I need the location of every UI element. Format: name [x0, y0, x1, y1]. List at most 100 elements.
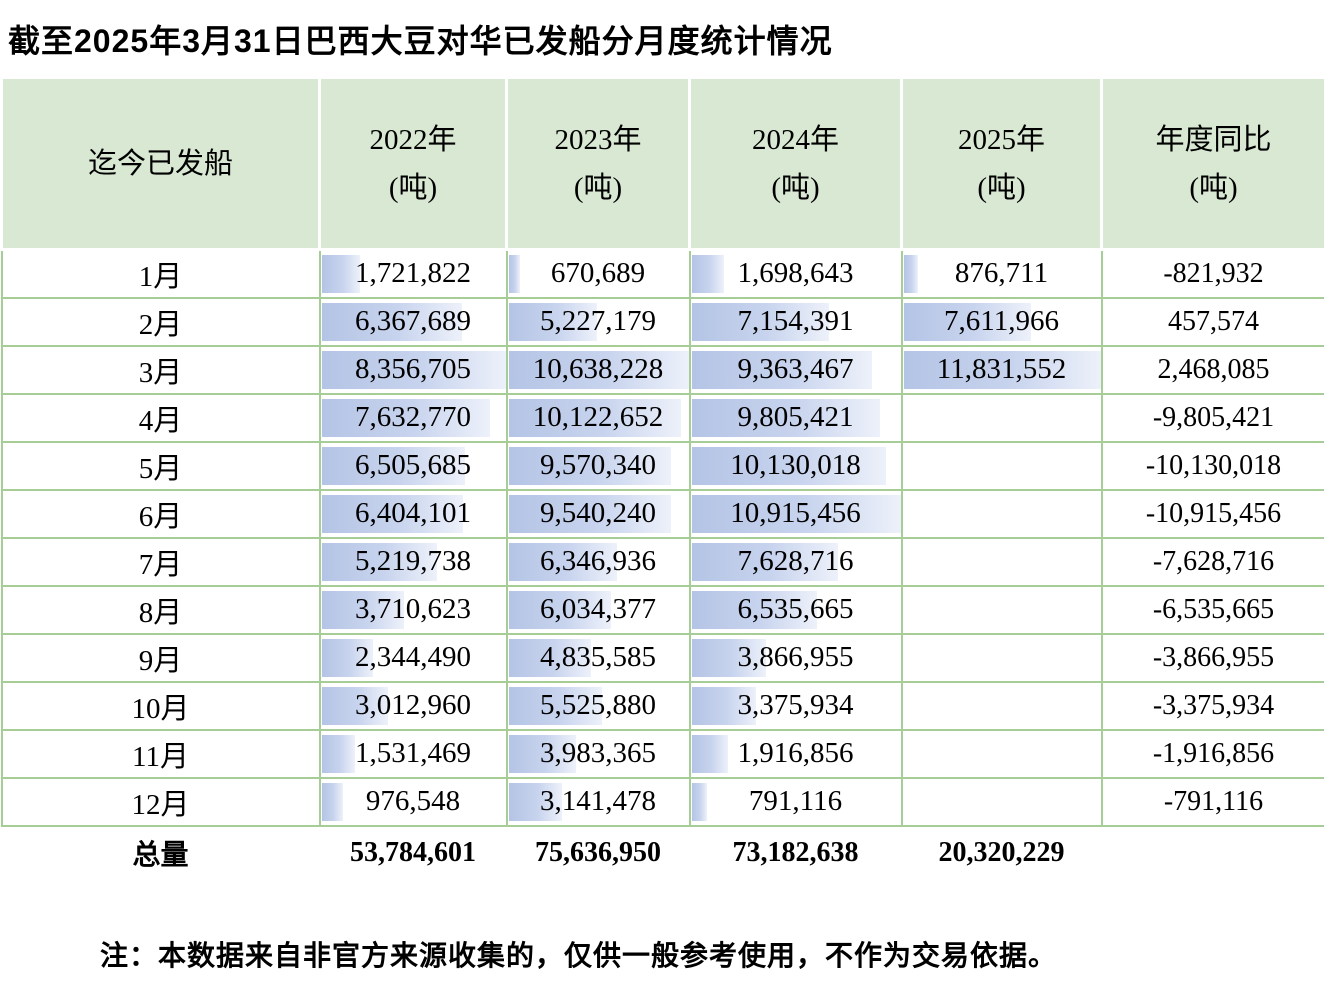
- value-cell: [900, 680, 1103, 731]
- data-bar: [691, 446, 887, 485]
- yoy-cell: -7,628,716: [1100, 536, 1324, 587]
- footnote: 注：本数据来自非官方来源收集的，仅供一般参考使用，不作为交易依据。: [100, 939, 1058, 971]
- total-value-cell: 53,784,601: [319, 825, 507, 880]
- yoy-cell: -6,535,665: [1100, 584, 1324, 635]
- data-bar: [903, 255, 919, 293]
- data-bar: [691, 734, 729, 773]
- yoy-cell: 457,574: [1100, 296, 1324, 347]
- value-cell: 2,344,490: [318, 632, 508, 683]
- table-row: 5月 6,505,685 9,570,340 10,130,018 -10,130,01…: [0, 440, 1324, 491]
- month-cell: 5月: [0, 440, 321, 491]
- data-bar: [321, 590, 404, 629]
- data-bar: [691, 542, 839, 581]
- value-cell: 9,570,340: [505, 440, 691, 491]
- header-col-1: 2022年 (吨): [318, 76, 508, 251]
- value-cell: 6,367,689: [318, 296, 508, 347]
- header-col-2: 2023年 (吨): [505, 76, 691, 251]
- value-cell: 5,227,179: [505, 296, 691, 347]
- table-row: 9月 2,344,490 4,835,585 3,866,955 -3,866,955: [0, 632, 1324, 683]
- value-cell: 9,540,240: [505, 488, 691, 539]
- value-cell: 1,916,856: [688, 728, 903, 779]
- data-bar: [691, 686, 757, 725]
- data-bar: [691, 590, 818, 629]
- value-cell: [900, 728, 1103, 779]
- value-cell: [900, 488, 1103, 539]
- value-cell: 10,130,018: [688, 440, 903, 491]
- data-bar: [903, 302, 1031, 341]
- month-cell: 7月: [0, 536, 321, 587]
- value-cell: 3,710,623: [318, 584, 508, 635]
- header-col-4: 2025年 (吨): [900, 76, 1103, 251]
- value-cell: 6,034,377: [505, 584, 691, 635]
- value-cell: [900, 392, 1103, 443]
- value-cell: [900, 632, 1103, 683]
- value-cell: 670,689: [505, 248, 691, 299]
- data-bar: [508, 782, 562, 821]
- table-row: 10月 3,012,960 5,525,880 3,375,934 -3,375,934: [0, 680, 1324, 731]
- value-cell: 3,983,365: [505, 728, 691, 779]
- data-bar: [508, 494, 671, 533]
- table-row: 3月 8,356,705 10,638,228 9,363,467 11,831,552…: [0, 344, 1324, 395]
- data-bar: [321, 638, 374, 677]
- data-bar: [691, 398, 881, 437]
- data-bar: [691, 350, 872, 389]
- value-cell: 876,711: [900, 248, 1103, 299]
- data-bar: [321, 302, 463, 341]
- data-bar: [321, 398, 491, 437]
- table-row: 12月 976,548 3,141,478 791,116 -791,116: [0, 776, 1324, 827]
- data-bar: [508, 638, 591, 677]
- data-bar: [508, 398, 681, 437]
- month-cell: 4月: [0, 392, 321, 443]
- header-col-5: 年度同比 (吨): [1100, 76, 1324, 251]
- header-row-label: 迄今已发船: [0, 76, 321, 251]
- header-col-3: 2024年 (吨): [688, 76, 903, 251]
- value-cell: [900, 776, 1103, 827]
- data-bar: [321, 734, 356, 773]
- data-bar: [508, 350, 688, 389]
- value-cell: 6,404,101: [318, 488, 508, 539]
- monthly-shipment-table: 迄今已发船 2022年 (吨) 2023年 (吨) 2024年 (吨) 2025年 (吨) 年度同…: [0, 76, 1324, 880]
- table-row: 7月 5,219,738 6,346,936 7,628,716 -7,628,716: [0, 536, 1324, 587]
- month-cell: 10月: [0, 680, 321, 731]
- yoy-cell: -10,130,018: [1100, 440, 1324, 491]
- month-cell: 2月: [0, 296, 321, 347]
- value-cell: 6,535,665: [688, 584, 903, 635]
- total-value-cell: 20,320,229: [901, 825, 1102, 880]
- yoy-cell: -821,932: [1100, 248, 1324, 299]
- value-cell: 4,835,585: [505, 632, 691, 683]
- page-title: 截至2025年3月31日巴西大豆对华已发船分月度统计情况: [8, 23, 833, 59]
- total-label: 总量: [1, 825, 320, 880]
- data-bar: [691, 638, 766, 677]
- yoy-cell: -9,805,421: [1100, 392, 1324, 443]
- month-cell: 8月: [0, 584, 321, 635]
- table-row: 8月 3,710,623 6,034,377 6,535,665 -6,535,665: [0, 584, 1324, 635]
- value-cell: [900, 440, 1103, 491]
- value-cell: 3,375,934: [688, 680, 903, 731]
- data-bar: [508, 542, 617, 581]
- data-bar: [508, 255, 520, 293]
- data-bar: [903, 350, 1100, 389]
- table-row: 1月 1,721,822 670,689 1,698,643 876,711 -821,9…: [0, 248, 1324, 299]
- value-cell: 5,525,880: [505, 680, 691, 731]
- table-row: 6月 6,404,101 9,540,240 10,915,456 -10,915,45…: [0, 488, 1324, 539]
- value-cell: 1,721,822: [318, 248, 508, 299]
- data-bar: [691, 782, 707, 821]
- month-cell: 3月: [0, 344, 321, 395]
- value-cell: 3,012,960: [318, 680, 508, 731]
- data-bar: [508, 686, 603, 725]
- data-bar: [508, 446, 672, 485]
- yoy-cell: -1,916,856: [1100, 728, 1324, 779]
- data-bar: [691, 494, 900, 533]
- value-cell: 6,346,936: [505, 536, 691, 587]
- total-yoy-cell: [1101, 825, 1324, 880]
- total-row: 总量 53,784,601 75,636,950 73,182,638 20,320,2…: [1, 825, 1324, 880]
- value-cell: 791,116: [688, 776, 903, 827]
- month-cell: 6月: [0, 488, 321, 539]
- data-bar: [321, 542, 438, 581]
- yoy-cell: -3,866,955: [1100, 632, 1324, 683]
- value-cell: 10,638,228: [505, 344, 691, 395]
- value-cell: 9,363,467: [688, 344, 903, 395]
- value-cell: 7,154,391: [688, 296, 903, 347]
- yoy-cell: -10,915,456: [1100, 488, 1324, 539]
- yoy-cell: -791,116: [1100, 776, 1324, 827]
